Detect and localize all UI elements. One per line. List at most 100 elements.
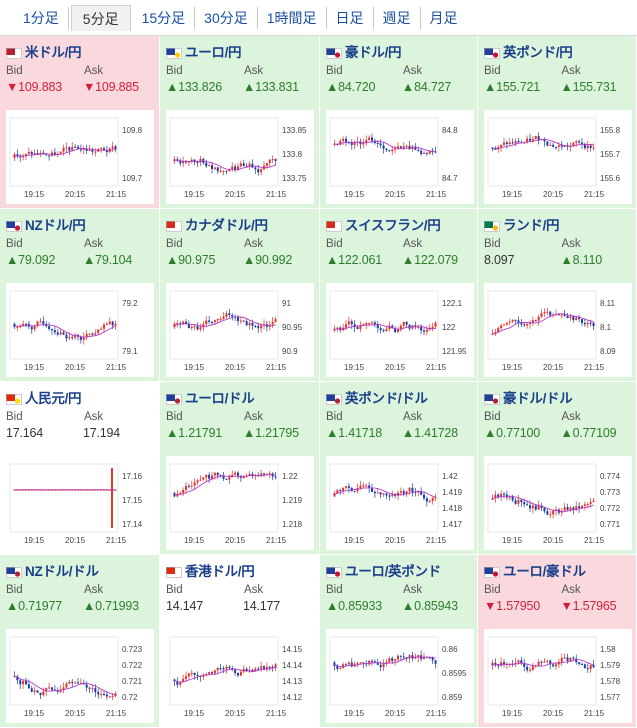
mini-candlestick-chart[interactable]: 0.774 0.773 0.772 0.771 19:15 20:15 21:15 xyxy=(484,456,632,550)
pair-name-link[interactable]: ユーロ/豪ドル xyxy=(503,564,586,579)
candle-body xyxy=(30,489,33,491)
mini-candlestick-chart[interactable]: 155.8 155.7 155.6 19:15 20:15 21:15 xyxy=(484,110,632,204)
pair-card[interactable]: ユーロ/豪ドル Bid Ask ▼1.57950 ▼1.57965 1.58 1.579 1.… xyxy=(478,555,637,728)
candle-body xyxy=(219,668,222,670)
x-tick-label: 19:15 xyxy=(24,363,45,372)
candle-body xyxy=(193,672,196,676)
candle-body xyxy=(569,657,572,661)
pair-name-link[interactable]: 英ポンド/ドル xyxy=(345,391,428,406)
candle-body xyxy=(554,664,558,667)
bid-value: ▼109.883 xyxy=(6,80,62,94)
tab-1時間足[interactable]: 1時間足 xyxy=(258,6,327,29)
candle-body xyxy=(339,667,342,669)
pair-card[interactable]: 英ポンド/円 Bid Ask ▲155.721 ▲155.731 155.8 155.7 15… xyxy=(478,36,637,209)
pair-name-link[interactable]: 人民元/円 xyxy=(25,391,82,406)
candle-body xyxy=(91,688,94,690)
pair-name-link[interactable]: 香港ドル/円 xyxy=(185,564,255,579)
pair-name-link[interactable]: 豪ドル/ドル xyxy=(503,391,573,406)
pair-name-link[interactable]: ユーロ/円 xyxy=(185,45,242,60)
pair-name-link[interactable]: 米ドル/円 xyxy=(25,45,82,60)
pair-name-link[interactable]: NZドル/円 xyxy=(25,218,86,233)
pair-card[interactable]: スイスフラン/円 Bid Ask ▲122.061 ▲122.079 122.1 122 12… xyxy=(320,209,478,382)
candle-body xyxy=(428,150,431,154)
moving-average-line xyxy=(174,474,276,496)
y-tick-label: 1.218 xyxy=(282,520,303,529)
candle-body xyxy=(251,322,254,326)
pair-name-link[interactable]: NZドル/ドル xyxy=(25,564,99,579)
pair-name-link[interactable]: 豪ドル/円 xyxy=(345,45,402,60)
mini-candlestick-chart[interactable]: 14.15 14.14 14.13 14.12 19:15 20:15 21:15 xyxy=(166,629,314,723)
candle-body xyxy=(399,146,402,149)
pair-card[interactable]: ユーロ/英ポンド Bid Ask ▲0.85933 ▲0.85943 0.86 0.8595… xyxy=(320,555,478,728)
pair-card[interactable]: NZドル/円 Bid Ask ▲79.092 ▲79.104 79.2 79.1 19:15 2… xyxy=(0,209,160,382)
candle-body xyxy=(265,666,268,670)
pair-card[interactable]: 豪ドル/ドル Bid Ask ▲0.77100 ▲0.77109 0.774 0.773 0.… xyxy=(478,382,637,555)
candle-body xyxy=(373,140,376,143)
pair-name-link[interactable]: ユーロ/ドル xyxy=(185,391,255,406)
candle-body xyxy=(502,493,506,495)
pair-card[interactable]: 人民元/円 Bid Ask 17.164 17.194 17.16 17.15 17.14 19… xyxy=(0,382,160,555)
mini-candlestick-chart[interactable]: 109.8 109.7 19:15 20:15 21:15 xyxy=(6,110,154,204)
chart-svg: 0.723 0.722 0.721 0.72 19:15 20:15 21:15 xyxy=(9,636,143,718)
pair-name-link[interactable]: スイスフラン/円 xyxy=(345,218,441,233)
tab-15分足[interactable]: 15分足 xyxy=(133,6,196,29)
candle-body xyxy=(494,148,497,150)
candle-body xyxy=(213,472,216,476)
candle-body xyxy=(396,146,400,149)
tab-週足[interactable]: 週足 xyxy=(374,6,421,29)
pair-card[interactable]: ランド/円 Bid Ask 8.097 ▲8.110 8.11 8.1 8.09 19:15 20… xyxy=(478,209,637,382)
candle-body xyxy=(572,142,575,146)
tab-日足[interactable]: 日足 xyxy=(327,6,374,29)
pair-card[interactable]: ユーロ/円 Bid Ask ▲133.826 ▲133.831 133.85 133.8 13… xyxy=(160,36,320,209)
pair-name-link[interactable]: ランド/円 xyxy=(503,218,560,233)
bid-value: 14.147 xyxy=(166,599,204,613)
tab-30分足[interactable]: 30分足 xyxy=(195,6,258,29)
candle-body xyxy=(520,660,523,664)
pair-card[interactable]: ユーロ/ドル Bid Ask ▲1.21791 ▲1.21795 1.22 1.219 1.2… xyxy=(160,382,320,555)
bid-value: 8.097 xyxy=(484,253,515,267)
candle-body xyxy=(362,324,365,326)
candle-body xyxy=(362,142,365,145)
candle-body xyxy=(111,321,114,326)
candle-body xyxy=(76,146,80,150)
candle-body xyxy=(344,664,348,666)
mini-candlestick-chart[interactable]: 1.42 1.419 1.418 1.417 19:15 20:15 21:15 xyxy=(326,456,474,550)
tab-1分足[interactable]: 1分足 xyxy=(14,6,69,29)
mini-candlestick-chart[interactable]: 79.2 79.1 19:15 20:15 21:15 xyxy=(6,283,154,377)
mini-candlestick-chart[interactable]: 84.8 84.7 19:15 20:15 21:15 xyxy=(326,110,474,204)
mini-candlestick-chart[interactable]: 133.85 133.8 133.75 19:15 20:15 21:15 xyxy=(166,110,314,204)
candle-body xyxy=(222,668,225,670)
pair-card[interactable]: 豪ドル/円 Bid Ask ▲84.720 ▲84.727 84.8 84.7 19:15 20… xyxy=(320,36,478,209)
candle-body xyxy=(592,664,595,668)
pair-name-link[interactable]: 英ポンド/円 xyxy=(503,45,573,60)
pair-card[interactable]: カナダドル/円 Bid Ask ▲90.975 ▲90.992 91 90.95 90.9 19… xyxy=(160,209,320,382)
candle-body xyxy=(222,170,225,172)
pair-card[interactable]: NZドル/ドル Bid Ask ▲0.71977 ▲0.71993 0.723 0.722 0… xyxy=(0,555,160,728)
pair-title-row: 英ポンド/円 xyxy=(484,42,631,60)
candle-body xyxy=(382,330,385,332)
mini-candlestick-chart[interactable]: 1.58 1.579 1.578 1.577 19:15 20:15 21:15 xyxy=(484,629,632,723)
pair-card[interactable]: 香港ドル/円 Bid Ask 14.147 14.177 14.15 14.14 14.13 1… xyxy=(160,555,320,728)
mini-candlestick-chart[interactable]: 17.16 17.15 17.14 19:15 20:15 21:15 xyxy=(6,456,154,550)
mini-candlestick-chart[interactable]: 0.723 0.722 0.721 0.72 19:15 20:15 21:15 xyxy=(6,629,154,723)
mini-candlestick-chart[interactable]: 8.11 8.1 8.09 19:15 20:15 21:15 xyxy=(484,283,632,377)
pair-card[interactable]: 米ドル/円 Bid Ask ▼109.883 ▼109.885 109.8 109.7 19:… xyxy=(0,36,160,209)
mini-candlestick-chart[interactable]: 91 90.95 90.9 19:15 20:15 21:15 xyxy=(166,283,314,377)
candle-body xyxy=(420,327,423,331)
candle-body xyxy=(234,166,237,170)
x-tick-label: 19:15 xyxy=(184,363,205,372)
candle-body xyxy=(537,136,540,141)
plot-frame xyxy=(169,636,279,706)
pair-name-link[interactable]: カナダドル/円 xyxy=(185,218,268,233)
pair-name-link[interactable]: ユーロ/英ポンド xyxy=(345,564,441,579)
tab-5分足[interactable]: 5分足 xyxy=(70,4,131,31)
mini-candlestick-chart[interactable]: 122.1 122 121.95 19:15 20:15 21:15 xyxy=(326,283,474,377)
candle-body xyxy=(431,657,434,661)
au-us-flag-icon xyxy=(484,392,500,405)
tab-月足[interactable]: 月足 xyxy=(429,9,458,26)
pair-card[interactable]: 英ポンド/ドル Bid Ask ▲1.41718 ▲1.41728 1.42 1.419 1.… xyxy=(320,382,478,555)
y-tick-label: 84.7 xyxy=(442,174,458,183)
mini-candlestick-chart[interactable]: 0.86 0.8595 0.859 19:15 20:15 21:15 xyxy=(326,629,474,723)
moving-average-line xyxy=(334,656,436,668)
mini-candlestick-chart[interactable]: 1.22 1.219 1.218 19:15 20:15 21:15 xyxy=(166,456,314,550)
